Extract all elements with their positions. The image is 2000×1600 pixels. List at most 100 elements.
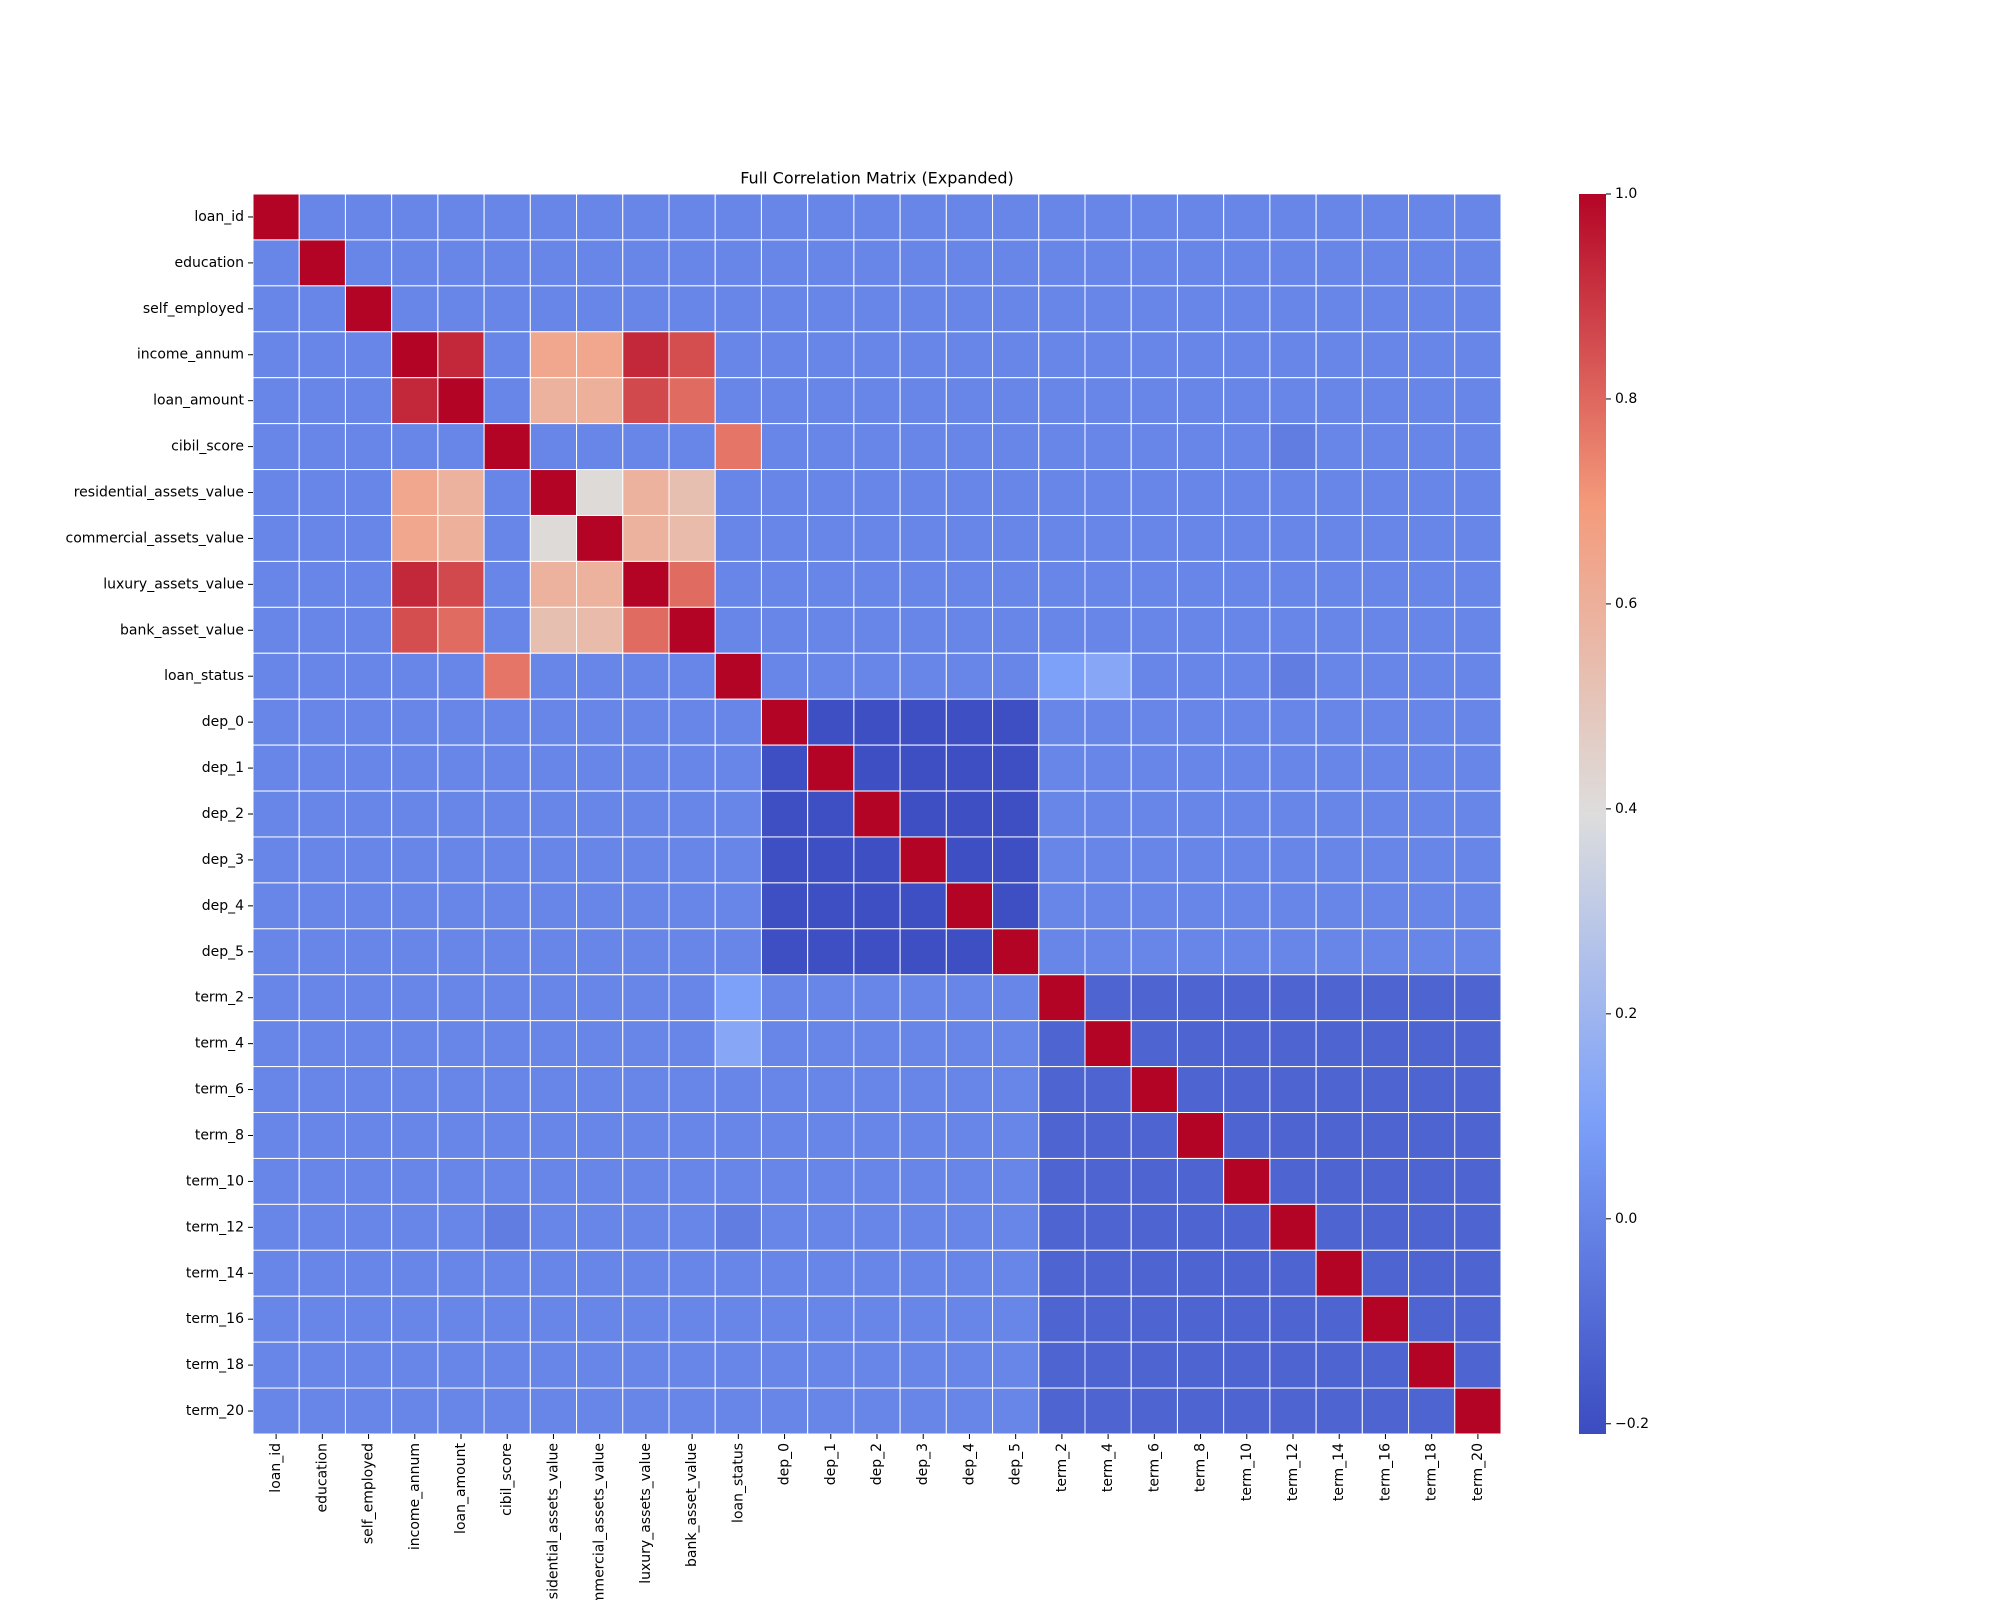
heatmap-cell <box>899 836 947 884</box>
heatmap-cell <box>1176 1066 1225 1114</box>
heatmap-cell <box>529 1203 578 1251</box>
heatmap-cell <box>1038 1203 1086 1251</box>
heatmap-cell <box>529 1066 578 1114</box>
heatmap-cell <box>391 974 439 1022</box>
heatmap-cell <box>992 744 1040 792</box>
x-tick-label: term_20 <box>1470 1443 1486 1501</box>
heatmap-cell <box>1454 698 1502 746</box>
heatmap-cell <box>576 560 624 608</box>
heatmap-cell <box>1176 790 1225 838</box>
heatmap-cell <box>1315 928 1363 976</box>
heatmap-cell <box>252 606 300 654</box>
heatmap-cell <box>252 928 300 976</box>
heatmap-cell <box>344 1203 393 1251</box>
heatmap-cell <box>529 974 578 1022</box>
heatmap-cell <box>1223 882 1271 930</box>
heatmap-cell <box>1454 1249 1502 1297</box>
heatmap-cell <box>1084 560 1132 608</box>
heatmap-cell <box>1176 377 1225 425</box>
heatmap-cell <box>807 836 855 884</box>
heatmap-cell <box>298 652 346 700</box>
heatmap-cell <box>1176 974 1225 1022</box>
heatmap-cell <box>391 285 439 333</box>
heatmap-cell <box>1130 285 1178 333</box>
heatmap-cell <box>945 790 994 838</box>
colorbar-tick-label: −0.2 <box>1615 1416 1649 1432</box>
heatmap-cell <box>437 652 485 700</box>
heatmap-cell <box>1038 1066 1086 1114</box>
heatmap-cell <box>298 377 346 425</box>
heatmap-cell <box>1223 1203 1271 1251</box>
heatmap-cell <box>1315 652 1363 700</box>
heatmap-cell <box>1269 193 1317 241</box>
heatmap-cell <box>344 744 393 792</box>
heatmap-cell <box>622 928 670 976</box>
heatmap-cell <box>391 928 439 976</box>
heatmap-cell <box>760 193 809 241</box>
heatmap-cell <box>1176 698 1225 746</box>
heatmap-cell <box>1361 1341 1410 1389</box>
heatmap-cell <box>622 606 670 654</box>
heatmap-cell <box>483 1112 531 1159</box>
heatmap-cell <box>1408 514 1456 562</box>
heatmap-cell <box>483 698 531 746</box>
heatmap-cell <box>668 1020 716 1068</box>
heatmap-cell <box>807 1157 855 1205</box>
heatmap-cell <box>807 1295 855 1343</box>
heatmap-cell <box>1408 1112 1456 1159</box>
heatmap-cell <box>668 1295 716 1343</box>
heatmap-cell <box>344 1341 393 1389</box>
heatmap-cell <box>1408 1387 1456 1435</box>
y-tick-label: term_20 <box>186 1403 244 1419</box>
heatmap-cell <box>1176 1020 1225 1068</box>
y-tick-label: cibil_score <box>171 439 244 455</box>
heatmap-cell <box>252 1157 300 1205</box>
x-tick-label: dep_4 <box>961 1443 977 1485</box>
heatmap-cell <box>992 974 1040 1022</box>
heatmap-cell <box>1038 698 1086 746</box>
heatmap-cell <box>760 377 809 425</box>
heatmap-cell <box>1084 285 1132 333</box>
heatmap-cell <box>899 974 947 1022</box>
heatmap-cell <box>760 882 809 930</box>
heatmap-cell <box>576 974 624 1022</box>
y-tick-label: education <box>175 255 244 271</box>
heatmap-cell <box>714 193 762 241</box>
heatmap-cell <box>853 1341 901 1389</box>
heatmap-cell <box>1269 514 1317 562</box>
heatmap-cell <box>622 790 670 838</box>
heatmap-cell <box>298 1387 346 1435</box>
heatmap-cell <box>899 882 947 930</box>
heatmap-cell <box>1269 1203 1317 1251</box>
heatmap-cell <box>1454 1387 1502 1435</box>
heatmap-cell <box>1084 514 1132 562</box>
heatmap-cell <box>483 1157 531 1205</box>
heatmap-cell <box>1223 331 1271 379</box>
heatmap-cell <box>714 652 762 700</box>
y-tick-label: term_12 <box>186 1219 244 1235</box>
heatmap-cell <box>576 1020 624 1068</box>
heatmap-cell <box>1084 423 1132 471</box>
heatmap-cell <box>899 1249 947 1297</box>
heatmap-cell <box>760 469 809 516</box>
y-tick-label: loan_id <box>194 209 244 225</box>
heatmap-cell <box>1223 1249 1271 1297</box>
heatmap-cell <box>992 652 1040 700</box>
heatmap-cell <box>1269 423 1317 471</box>
heatmap-cell <box>298 1203 346 1251</box>
heatmap-cell <box>1269 239 1317 287</box>
heatmap-cell <box>391 1157 439 1205</box>
heatmap-cell <box>576 377 624 425</box>
heatmap-cell <box>668 698 716 746</box>
heatmap-cell <box>853 514 901 562</box>
heatmap-cell <box>576 1203 624 1251</box>
heatmap-cell <box>807 1112 855 1159</box>
heatmap-cell <box>391 882 439 930</box>
heatmap-cell <box>992 1341 1040 1389</box>
heatmap-cell <box>1454 239 1502 287</box>
heatmap-cell <box>1361 193 1410 241</box>
heatmap-cell <box>945 836 994 884</box>
heatmap-cell <box>1315 606 1363 654</box>
heatmap-cell <box>1176 652 1225 700</box>
